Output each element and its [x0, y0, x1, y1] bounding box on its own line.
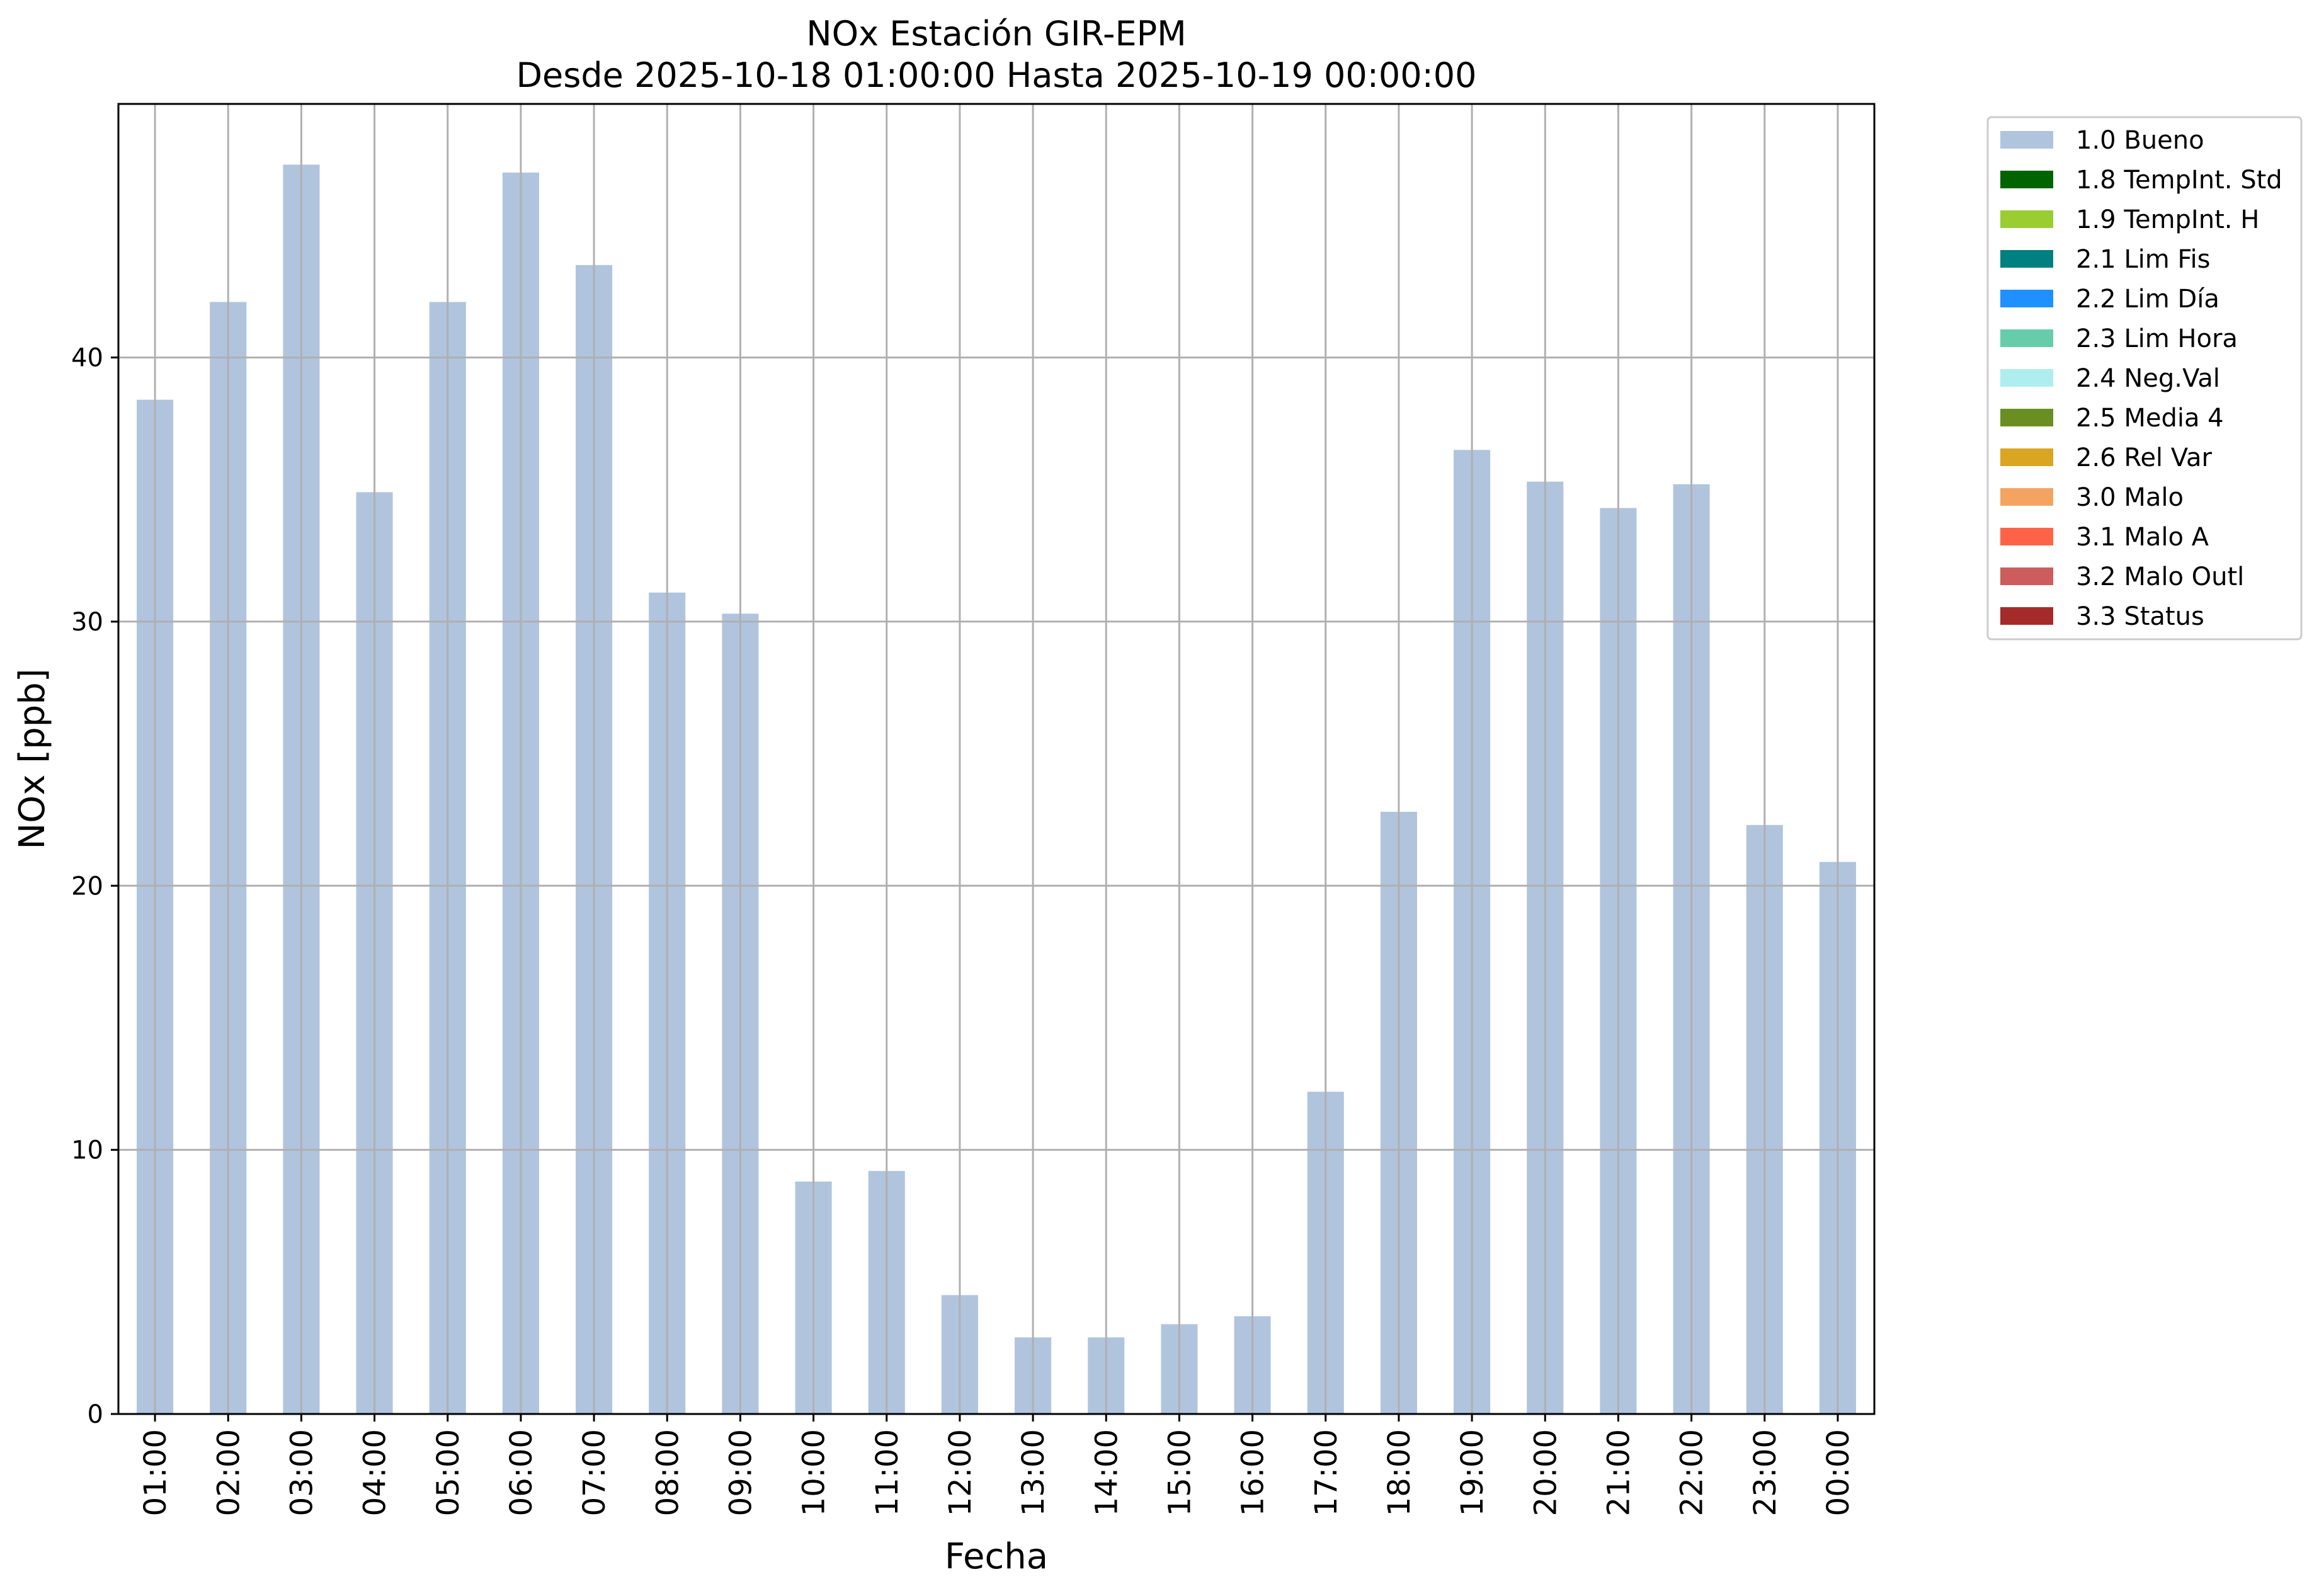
legend-label: 2.1 Lim Fis	[2076, 245, 2210, 274]
x-tick-label: 18:00	[1382, 1429, 1417, 1516]
legend-label: 1.8 TempInt. Std	[2076, 166, 2282, 195]
x-tick-label: 10:00	[797, 1429, 832, 1516]
legend-swatch	[2000, 409, 2053, 426]
legend-label: 2.5 Media 4	[2076, 404, 2224, 433]
x-tick-label: 12:00	[943, 1429, 978, 1516]
x-tick-label: 09:00	[723, 1429, 758, 1516]
y-tick-label: 20	[71, 872, 103, 901]
x-tick-label: 07:00	[577, 1429, 612, 1516]
x-axis-label: Fecha	[945, 1536, 1048, 1577]
y-tick-label: 10	[71, 1136, 103, 1165]
plot-area-frame	[117, 103, 1876, 1415]
x-tick-label: 19:00	[1455, 1429, 1490, 1516]
x-tick-label: 22:00	[1675, 1429, 1710, 1516]
legend-swatch	[2000, 329, 2053, 347]
x-tick-label: 16:00	[1236, 1429, 1271, 1516]
legend-label: 2.4 Neg.Val	[2076, 364, 2220, 393]
x-tick-label: 13:00	[1016, 1429, 1051, 1516]
legend-label: 3.1 Malo A	[2076, 523, 2209, 552]
x-tick-label: 02:00	[211, 1429, 246, 1516]
legend-swatch	[2000, 448, 2053, 466]
x-tick-label: 06:00	[504, 1429, 539, 1516]
legend-swatch	[2000, 171, 2053, 188]
legend-swatch	[2000, 210, 2053, 228]
chart-subtitle: Desde 2025-10-18 01:00:00 Hasta 2025-10-…	[516, 55, 1476, 95]
y-tick-label: 30	[71, 608, 103, 637]
legend: 1.0 Bueno 1.8 TempInt. Std 1.9 TempInt. H 2…	[1986, 116, 2303, 641]
legend-label: 1.0 Bueno	[2076, 126, 2204, 155]
legend-label: 2.2 Lim Día	[2076, 285, 2219, 314]
legend-swatch	[2000, 567, 2053, 585]
legend-label: 2.3 Lim Hora	[2076, 324, 2238, 353]
y-axis-label: NOx [ppb]	[12, 668, 53, 849]
gridlines	[118, 104, 1874, 1414]
legend-label: 2.6 Rel Var	[2076, 443, 2213, 472]
legend-label: 3.2 Malo Outl	[2076, 562, 2244, 591]
legend-swatch	[2000, 369, 2053, 387]
legend-swatch	[2000, 131, 2053, 149]
legend-label: 3.0 Malo	[2076, 483, 2184, 512]
y-tick-label: 40	[71, 344, 103, 373]
legend-swatch	[2000, 528, 2053, 545]
x-tick-label: 17:00	[1309, 1429, 1344, 1516]
x-tick-label: 14:00	[1089, 1429, 1124, 1516]
y-axis: 0 10 20 30 40	[71, 344, 118, 1429]
legend-swatch	[2000, 488, 2053, 506]
x-tick-label: 00:00	[1821, 1429, 1856, 1516]
legend-label: 1.9 TempInt. H	[2076, 205, 2259, 234]
x-tick-label: 05:00	[431, 1429, 466, 1516]
x-tick-label: 01:00	[138, 1429, 173, 1516]
y-tick-label: 0	[88, 1400, 103, 1429]
legend-swatch	[2000, 607, 2053, 625]
x-tick-label: 03:00	[284, 1429, 319, 1516]
legend-label: 3.3 Status	[2076, 602, 2204, 631]
legend-frame	[1986, 116, 2303, 641]
chart-title: NOx Estación GIR-EPM	[806, 14, 1187, 54]
x-tick-label: 20:00	[1528, 1429, 1563, 1516]
x-tick-label: 04:00	[358, 1429, 393, 1516]
x-tick-label: 11:00	[870, 1429, 905, 1516]
x-tick-label: 15:00	[1162, 1429, 1197, 1516]
x-tick-label: 08:00	[650, 1429, 685, 1516]
legend-swatch	[2000, 290, 2053, 307]
x-axis: 01:00 02:00 03:00 04:00 05:00 06:00 07:00 08:00…	[138, 1414, 1856, 1516]
legend-swatch	[2000, 250, 2053, 268]
bars-layer	[137, 164, 1856, 1415]
x-tick-label: 21:00	[1601, 1429, 1636, 1516]
x-tick-label: 23:00	[1748, 1429, 1783, 1516]
